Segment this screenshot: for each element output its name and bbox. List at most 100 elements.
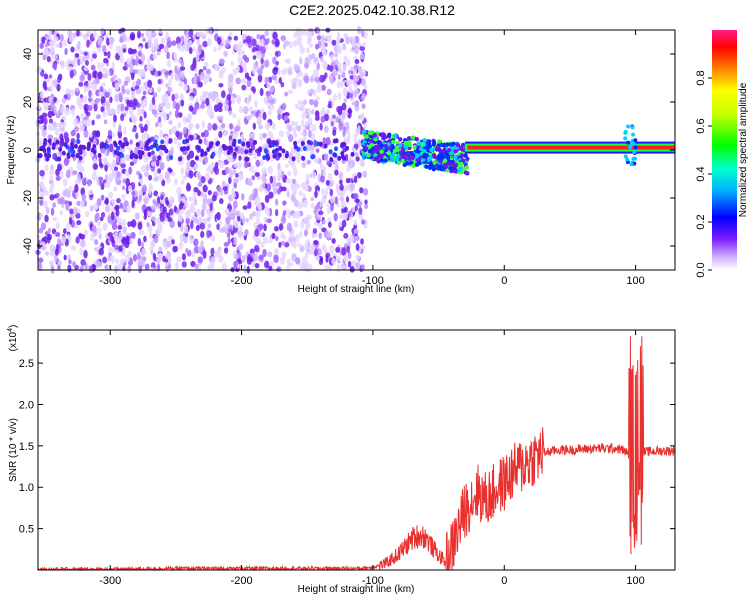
- spectrogram-noise-dot: [197, 245, 203, 254]
- spectrogram-noise-dot: [50, 181, 55, 189]
- spectrogram-noise-dot: [238, 173, 244, 181]
- spectrogram-noise-dot: [242, 205, 248, 210]
- spectrogram-noise-dot: [329, 195, 336, 204]
- spectrogram-noise-dot: [141, 184, 148, 193]
- spectrogram-noise-dot: [255, 217, 261, 226]
- spectrogram-noise-dot: [74, 184, 79, 193]
- spectrogram-noise-dot: [97, 227, 102, 234]
- spectrogram-noise-dot: [63, 254, 67, 261]
- snr-x-tick-label: 0: [501, 575, 507, 587]
- spectrogram-noise-dot: [185, 217, 190, 225]
- spectrogram-noise-dot: [155, 122, 159, 128]
- spectrogram-noise-dot: [259, 132, 263, 141]
- spectrogram-noise-dot: [256, 33, 261, 40]
- spectrogram-noise-dot: [188, 105, 194, 112]
- spectrogram-noise-dot: [322, 219, 327, 225]
- spectrogram-noise-dot: [230, 60, 234, 67]
- spectrogram-signal-dot: [208, 143, 213, 149]
- spectrogram-signal-dot: [332, 152, 337, 158]
- spectrogram-noise-dot: [129, 112, 134, 118]
- spectrogram-line-core: [467, 145, 675, 150]
- spectrogram-noise-dot: [284, 66, 288, 75]
- spectrogram-noise-dot: [342, 63, 347, 72]
- spectrogram-noise-dot: [253, 152, 258, 160]
- spectrogram-noise-dot: [170, 146, 174, 155]
- spectrogram-noise-dot: [99, 86, 104, 93]
- spectrogram-noise-dot: [340, 262, 345, 270]
- spectrogram-noise-dot: [285, 208, 291, 216]
- spectrogram-noise-dot: [44, 164, 49, 172]
- spectrogram-signal-dot: [390, 157, 395, 163]
- spectrogram-noise-dot: [275, 236, 279, 242]
- spectrogram-noise-dot: [165, 200, 170, 206]
- spectrogram-noise-dot: [302, 193, 306, 199]
- spectrogram-noise-dot: [135, 132, 139, 140]
- spectrogram-noise-dot: [246, 256, 252, 265]
- spectrogram-noise-dot: [357, 139, 362, 148]
- spectrogram-noise-dot: [123, 200, 129, 207]
- spectrogram-signal-dot: [367, 130, 373, 136]
- spectrogram-x-tick-label: -300: [99, 275, 121, 287]
- spectrogram-noise-dot: [330, 120, 335, 127]
- spectrogram-noise-dot: [293, 40, 298, 47]
- spectrogram-noise-dot: [114, 82, 120, 91]
- spectrogram-signal-dot: [291, 156, 296, 162]
- spectrogram-signal-dot: [271, 139, 276, 145]
- spectrogram-noise-dot: [132, 254, 138, 262]
- spectrogram-noise-dot: [76, 132, 80, 140]
- spectrogram-noise-dot: [242, 54, 248, 61]
- spectrogram-noise-dot: [221, 180, 226, 188]
- spectrogram-signal-dot: [90, 147, 95, 153]
- spectrogram-noise-dot: [281, 102, 286, 111]
- spectrogram-signal-dot: [328, 149, 333, 155]
- spectrogram-noise-dot: [309, 144, 316, 151]
- spectrogram-noise-dot: [95, 258, 101, 268]
- spectrogram-noise-dot: [119, 202, 123, 209]
- spectrogram-y-tick-label: 40: [22, 48, 34, 60]
- spectrogram-noise-dot: [304, 264, 311, 273]
- spectrogram-noise-dot: [236, 65, 240, 73]
- spectrogram-signal-dot: [323, 143, 328, 149]
- spectrogram-noise-dot: [256, 239, 261, 245]
- spectrogram-signal-dot: [116, 145, 121, 151]
- spectrogram-signal-dot: [76, 139, 81, 145]
- spectrogram-x-tick-label: 0: [501, 275, 507, 287]
- spectrogram-noise-dot: [53, 53, 58, 60]
- spectrogram-noise-dot: [329, 188, 333, 197]
- spectrogram-noise-dot: [298, 230, 303, 238]
- spectrogram-noise-dot: [269, 261, 275, 267]
- spectrogram-noise-dot: [262, 248, 267, 258]
- spectrogram-noise-dot: [299, 244, 305, 253]
- spectrogram-noise-dot: [48, 118, 54, 124]
- spectrogram-signal-dot: [113, 142, 118, 148]
- spectrogram-noise-dot: [257, 117, 262, 124]
- spectrogram-noise-dot: [91, 80, 97, 85]
- spectrogram-noise-dot: [42, 54, 47, 61]
- spectrogram-noise-dot: [247, 181, 253, 187]
- spectrogram-noise-dot: [145, 164, 150, 171]
- spectrogram-noise-dot: [158, 43, 165, 50]
- spectrogram-noise-dot: [238, 105, 244, 114]
- spectrogram-noise-dot: [70, 46, 75, 53]
- spectrogram-noise-dot: [166, 51, 170, 60]
- spectrogram-signal-dot: [422, 138, 427, 143]
- spectrogram-signal-dot: [410, 155, 415, 161]
- spectrogram-noise-dot: [353, 64, 359, 70]
- spectrogram-noise-dot: [202, 202, 207, 211]
- colorbar-tick-label: 0.8: [695, 70, 707, 85]
- spectrogram-signal-dot: [342, 155, 347, 161]
- spectrogram-noise-dot: [54, 248, 59, 256]
- spectrogram-noise-dot: [66, 222, 71, 231]
- spectrogram-noise-dot: [186, 182, 191, 191]
- spectrogram-noise-dot: [349, 79, 354, 84]
- spectrogram-noise-dot: [111, 61, 115, 70]
- spectrogram-noise-dot: [131, 127, 137, 133]
- spectrogram-noise-dot: [40, 90, 44, 99]
- spectrogram-noise-dot: [38, 262, 43, 271]
- spectrogram-noise-dot: [278, 76, 282, 84]
- spectrogram-noise-dot: [100, 27, 105, 35]
- spectrogram-noise-dot: [102, 110, 107, 118]
- spectrogram-noise-dot: [267, 251, 273, 258]
- spectrogram-noise-dot: [143, 197, 149, 205]
- spectrogram-noise-dot: [212, 123, 218, 131]
